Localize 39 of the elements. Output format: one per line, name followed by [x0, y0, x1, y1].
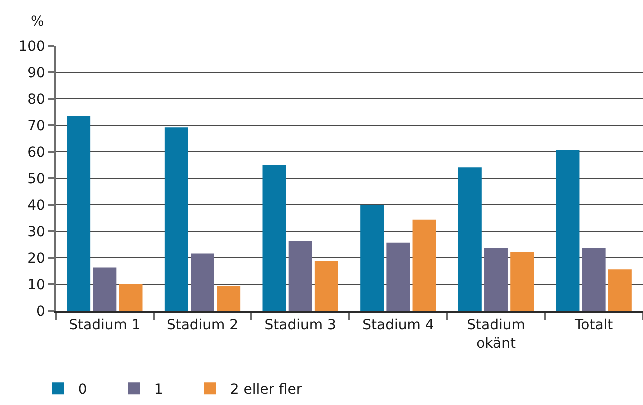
- x-tick-label: Stadium 3: [264, 318, 336, 334]
- x-tick-label: Stadium 2: [166, 318, 239, 334]
- bar: [191, 254, 214, 311]
- y-tick-label: 50: [28, 171, 46, 188]
- bar: [314, 261, 338, 311]
- bar: [412, 220, 436, 311]
- bar: [262, 166, 286, 311]
- bar: [582, 248, 606, 311]
- y-tick-label: 80: [28, 92, 46, 108]
- bar: [93, 268, 117, 311]
- bar: [458, 168, 482, 311]
- y-tick-label: 90: [28, 65, 46, 82]
- bar: [608, 270, 632, 311]
- y-axis-title: %: [31, 14, 44, 30]
- legend-label: 1: [154, 382, 164, 398]
- bar: [360, 205, 384, 311]
- y-tick-label: 20: [28, 250, 46, 267]
- x-tick-label: Stadium 4: [362, 318, 434, 334]
- y-tick-label: 60: [28, 144, 46, 161]
- bar: [386, 242, 410, 311]
- y-tick-label: 0: [36, 304, 46, 320]
- bar: [164, 128, 188, 311]
- bar: [67, 116, 91, 311]
- x-tick-label: Stadium okänt: [467, 318, 526, 352]
- bar: [556, 150, 580, 311]
- y-tick-label: 10: [28, 277, 46, 294]
- x-tick-label: Totalt: [574, 318, 614, 334]
- bar: [510, 252, 534, 311]
- bar: [484, 248, 508, 311]
- x-tick-label: Stadium 1: [69, 318, 141, 334]
- legend-label: 0: [78, 382, 88, 398]
- y-tick-label: 70: [28, 118, 46, 134]
- y-tick-label: 40: [28, 198, 46, 214]
- bar: [288, 241, 312, 311]
- y-tick-label: 100: [18, 38, 46, 55]
- y-tick-label: 30: [28, 224, 46, 240]
- bar: [119, 284, 143, 311]
- legend-label: 2 eller fler: [230, 382, 302, 398]
- bar: [217, 286, 241, 311]
